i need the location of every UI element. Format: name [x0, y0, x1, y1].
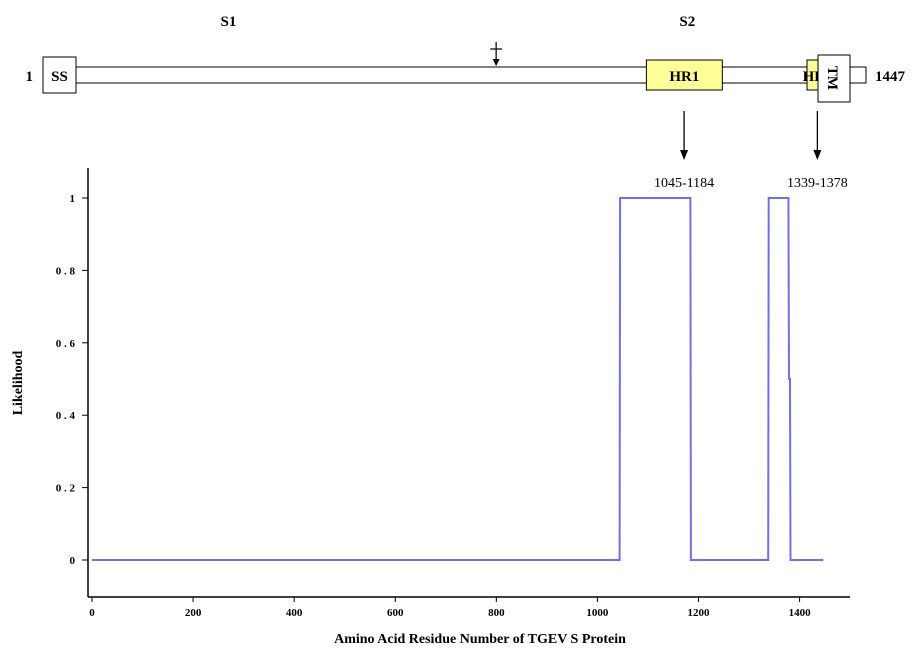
x-ticks: 0 200 400 600 800 1000 1200 1400 [89, 597, 811, 619]
domain-ss-label: SS [51, 69, 68, 85]
pointer-arrow-head-0 [680, 150, 689, 160]
y-tick-label-3: 0 . 6 [56, 338, 76, 350]
x-tick-label-1: 200 [185, 607, 202, 619]
y-tick-label-1: 0 . 2 [56, 483, 76, 495]
x-tick-label-4: 800 [488, 607, 505, 619]
y-axis-title: Likelihood [11, 351, 26, 416]
y-ticks: 0 0 . 2 0 . 4 0 . 6 0 . 8 1 [56, 193, 88, 567]
start-residue-label: 1 [26, 69, 34, 85]
cleavage-arrow-head [492, 59, 500, 66]
x-axis-title: Amino Acid Residue Number of TGEV S Prot… [334, 632, 626, 647]
x-tick-label-5: 1000 [586, 607, 609, 619]
series-group [92, 197, 824, 561]
domain-hr1-box [645, 59, 723, 91]
region-label-s1: S1 [221, 14, 237, 30]
x-tick-label-2: 400 [286, 607, 303, 619]
domain-hr1-label: HR1 [669, 69, 699, 85]
pointer-range-label-0: 1045-1184 [654, 176, 714, 191]
x-tick-label-0: 0 [89, 607, 95, 619]
domain-tm-label: TM [824, 66, 840, 90]
region-label-s2: S2 [679, 14, 695, 30]
y-tick-label-2: 0 . 4 [56, 410, 76, 422]
protein-backbone [75, 66, 867, 84]
domain-ss-box [42, 56, 77, 94]
x-tick-label-7: 1400 [789, 607, 812, 619]
x-tick-label-3: 600 [387, 607, 404, 619]
domain-tm-box [817, 54, 851, 103]
pointer-arrow-head-1 [813, 150, 822, 160]
pointer-range-label-1: 1339-1378 [787, 176, 848, 191]
end-residue-label: 1447 [875, 69, 906, 85]
series-line-0 [92, 197, 824, 561]
x-tick-label-6: 1200 [687, 607, 710, 619]
y-tick-label-4: 0 . 8 [56, 265, 76, 277]
likelihood-chart: 0 200 400 600 800 1000 1200 1400 0 0 . 2 0 . 4 0 .… [11, 168, 850, 647]
y-tick-label-5: 1 [70, 193, 76, 205]
y-tick-label-0: 0 [70, 555, 76, 567]
